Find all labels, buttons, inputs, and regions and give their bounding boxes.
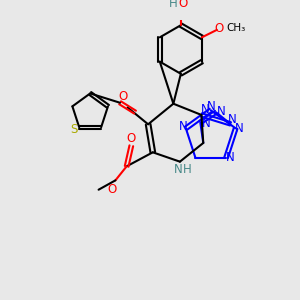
Text: N: N (202, 117, 210, 130)
Text: O: O (127, 132, 136, 145)
Text: O: O (118, 90, 128, 103)
Text: N: N (226, 151, 234, 164)
Text: H: H (169, 0, 178, 10)
Text: O: O (214, 22, 223, 34)
Text: CH₃: CH₃ (226, 23, 245, 33)
Text: N: N (217, 105, 226, 118)
Text: H: H (183, 163, 192, 176)
Text: N: N (174, 163, 182, 176)
Text: N: N (206, 100, 215, 113)
Text: N: N (228, 113, 237, 126)
Text: N: N (235, 122, 244, 135)
Text: N: N (201, 103, 209, 116)
Text: O: O (107, 183, 116, 196)
Text: N: N (179, 120, 188, 133)
Text: O: O (178, 0, 187, 10)
Text: S: S (70, 123, 77, 136)
